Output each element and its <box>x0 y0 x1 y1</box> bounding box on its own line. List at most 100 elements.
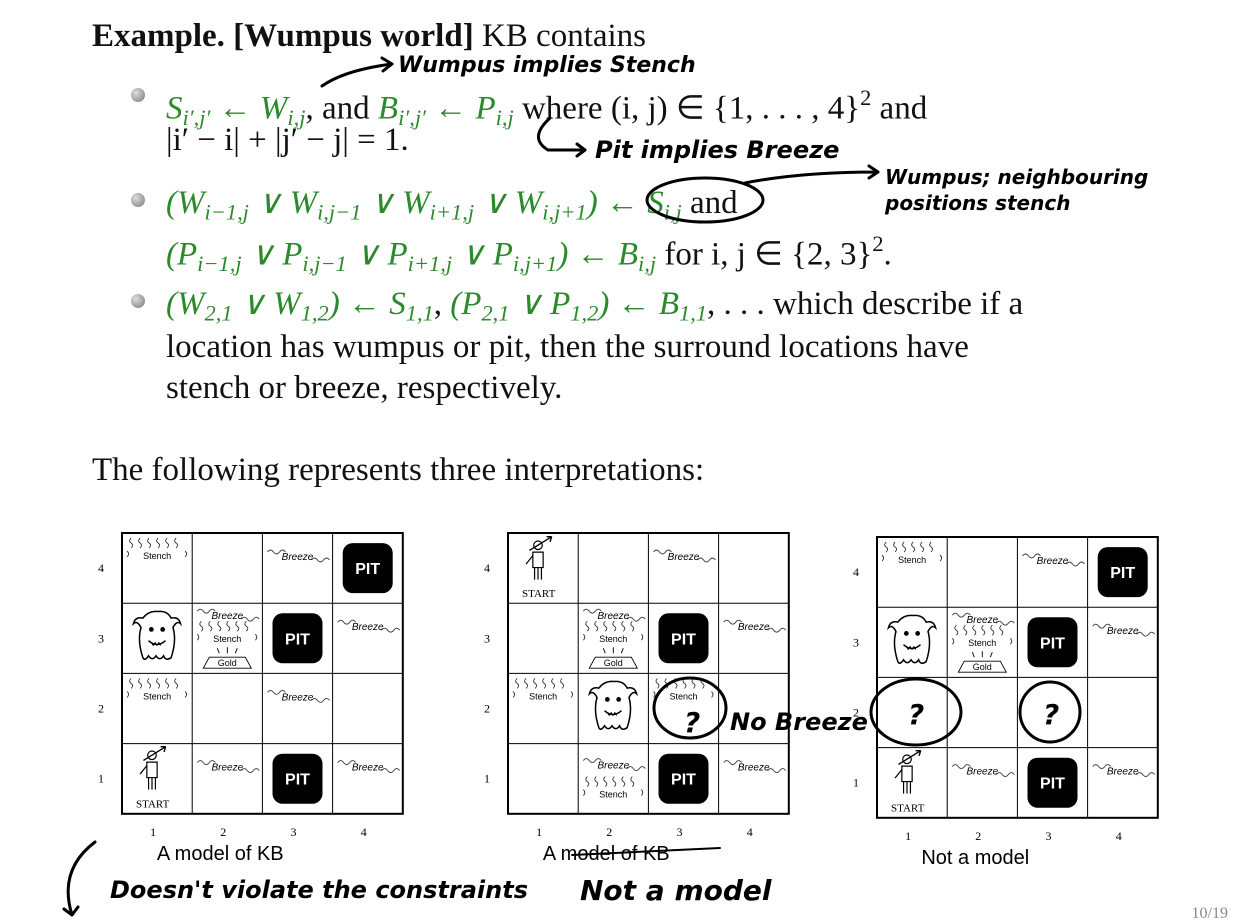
breeze-label: Breeze <box>352 622 384 633</box>
grid-caption: A model of KB <box>157 843 284 865</box>
title-rest: KB contains <box>473 18 647 54</box>
col-label: 1 <box>150 825 156 839</box>
stench-label: Stench <box>599 634 627 644</box>
breeze-label: Breeze <box>597 761 629 772</box>
text-run: location has wumpus or pit, then the sur… <box>166 329 969 365</box>
wumpus-icon <box>132 610 182 660</box>
text-run: , . . . which describe if a <box>707 286 1024 322</box>
breeze-label: Breeze <box>211 763 243 774</box>
row-label: 1 <box>853 776 859 790</box>
subscript: i,j <box>287 105 306 131</box>
text-run: stench or breeze, respectively. <box>166 370 563 406</box>
text-run: and <box>681 185 738 221</box>
subscript: i,j−1 <box>302 251 347 277</box>
breeze-label: Breeze <box>282 552 314 563</box>
grid-caption: Not a model <box>921 847 1029 869</box>
stench-label: Stench <box>599 790 627 800</box>
breeze-wave <box>337 619 401 633</box>
text-run: (W <box>166 286 205 322</box>
following-text: The following represents three interpret… <box>92 452 705 488</box>
breeze-wave <box>723 619 787 633</box>
superscript: 2 <box>872 231 884 256</box>
breeze-wave <box>337 760 401 774</box>
stench-squiggle <box>126 537 188 558</box>
circle <box>869 677 963 747</box>
text-run: B <box>377 90 399 127</box>
gold-label: Gold <box>604 658 623 668</box>
breeze-label: Breeze <box>966 615 998 626</box>
text-run: |i′ − i| + |j′ − j| = 1. <box>166 122 409 158</box>
stench-label: Stench <box>213 634 241 644</box>
pit-label: PIT <box>1110 565 1135 582</box>
grid: 4 3 2 1 1 2 3 4 Not a model Stench Breeze PIT Breeze… <box>853 536 1159 869</box>
row-label: 1 <box>98 772 104 786</box>
row-label: 4 <box>98 561 104 575</box>
pit-label: PIT <box>1040 635 1065 652</box>
subscript: i−1,j <box>204 199 249 225</box>
wumpus-icon <box>887 614 937 664</box>
pit-label: PIT <box>355 561 380 578</box>
text-run: ← W <box>210 90 288 127</box>
col-label: 4 <box>1116 829 1122 843</box>
breeze-label: Breeze <box>597 611 629 622</box>
handwritten-annotations <box>62 56 1082 917</box>
text-run: where (i, j) ∈ {1, . . . , 4} <box>513 90 861 127</box>
agent-icon <box>139 746 167 791</box>
text-run: for i, j ∈ {2, 3} <box>656 236 873 273</box>
stench-squiggle <box>881 541 943 562</box>
wumpus-icon <box>588 680 638 730</box>
pit-box <box>658 613 709 664</box>
row-label: 3 <box>853 635 859 649</box>
subscript: 2,1 <box>481 300 510 326</box>
subscript: 2,1 <box>204 300 233 326</box>
subscript: i,j−1 <box>317 199 362 225</box>
row-label: 2 <box>484 702 490 716</box>
pit-label: PIT <box>1040 776 1065 793</box>
col-label: 3 <box>291 825 297 839</box>
text-run: ∨ W <box>232 286 301 322</box>
col-label: 2 <box>220 825 226 839</box>
breeze-label: Breeze <box>668 552 700 563</box>
arrow <box>320 56 394 88</box>
text-run: , <box>433 286 451 322</box>
agent-icon <box>894 750 922 795</box>
arrow <box>743 164 880 185</box>
pit-label: PIT <box>671 631 696 648</box>
arrow <box>537 116 587 158</box>
breeze-wave <box>1092 623 1156 637</box>
agent-icon <box>525 536 553 581</box>
text-run: ← P <box>425 90 496 127</box>
breeze-wave <box>653 549 716 563</box>
pit-box <box>272 753 323 804</box>
pit-box <box>342 543 393 594</box>
start-label: START <box>891 803 925 815</box>
title-bold: Example. [Wumpus world] <box>92 18 474 54</box>
breeze-label: Breeze <box>1107 626 1139 637</box>
breeze-wave <box>582 758 646 772</box>
stench-label: Stench <box>529 691 557 701</box>
gold-bar <box>957 651 1008 673</box>
col-label: 1 <box>905 829 911 843</box>
col-label: 2 <box>975 829 981 843</box>
subscript: 1,1 <box>405 300 434 326</box>
bullet-dot <box>131 88 145 102</box>
circle <box>645 176 765 224</box>
row-label: 2 <box>98 702 104 716</box>
gold-bar <box>202 647 253 669</box>
subscript: i,j <box>495 105 514 131</box>
stench-label: Stench <box>143 691 171 701</box>
gold-bar <box>588 647 639 669</box>
text-run: S <box>166 90 183 127</box>
text-run: ∨ W <box>361 185 430 221</box>
annotation: Wumpus implies Stench <box>398 53 696 78</box>
breeze-label: Breeze <box>1107 767 1139 778</box>
subscript: i+1,j <box>429 199 475 225</box>
row-label: 4 <box>853 565 859 579</box>
circle <box>1018 680 1082 744</box>
text-run: . <box>883 236 892 273</box>
pit-box <box>1097 547 1148 598</box>
bullet-line: (Wi−1,j ∨ Wi,j−1 ∨ Wi+1,j ∨ Wi,j+1) ← Si… <box>166 186 738 230</box>
annotation: ? <box>1043 698 1059 731</box>
row-label: 4 <box>484 561 490 575</box>
